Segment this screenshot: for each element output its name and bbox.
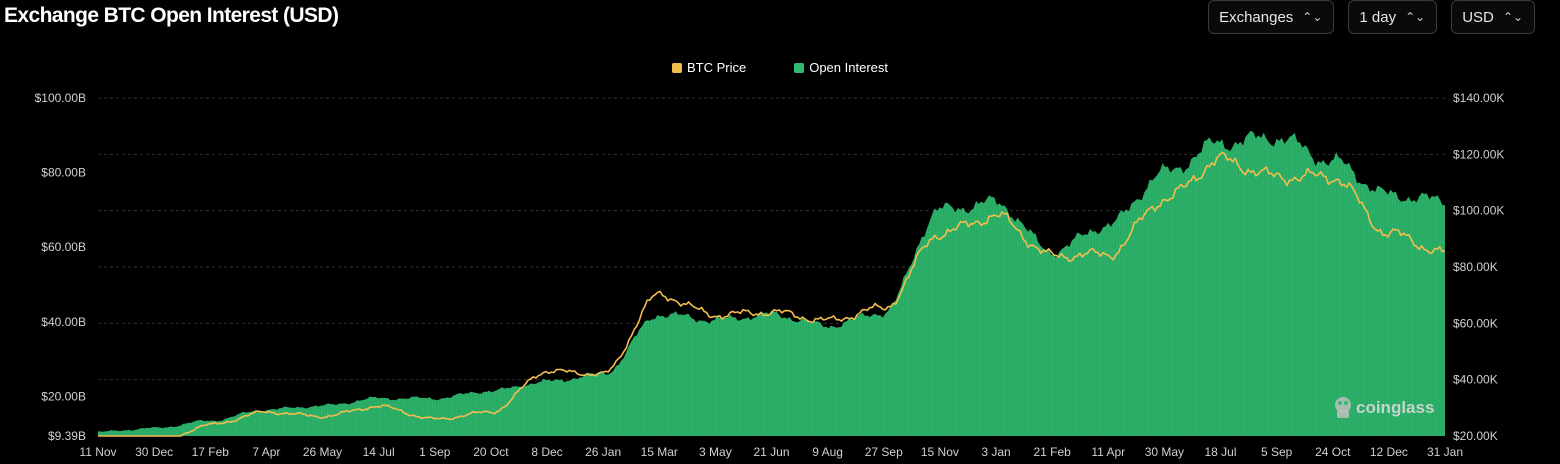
x-tick-label: 30 Dec <box>135 445 173 459</box>
chevron-updown-icon: ⌃⌄ <box>1302 10 1323 24</box>
y-left-tick-label: $60.00B <box>41 240 86 254</box>
x-tick-label: 24 Oct <box>1315 445 1351 459</box>
chevron-updown-icon: ⌃⌄ <box>1502 10 1523 24</box>
axis-layer: $20.00K $40.00K $60.00K $80.00K $100.00K $120… <box>35 91 1505 459</box>
x-tick-label: 14 Jul <box>363 445 395 459</box>
y-right-tick-label: $60.00K <box>1453 316 1498 330</box>
legend-swatch-oi <box>794 62 805 73</box>
x-tick-label: 21 Feb <box>1033 445 1071 459</box>
legend-label-price: BTC Price <box>686 60 747 75</box>
coinglass-watermark: coinglass <box>1335 397 1434 418</box>
x-tick-label: 11 Apr <box>1091 445 1125 459</box>
interval-select-label: 1 day <box>1359 8 1397 26</box>
legend-item-open-interest[interactable]: Open Interest <box>794 60 888 75</box>
y-left-tick-label: $9.39B <box>48 429 86 443</box>
y-right-tick-label: $20.00K <box>1453 429 1498 443</box>
y-right-tick-label: $100.00K <box>1453 204 1504 218</box>
currency-select[interactable]: USD ⌃⌄ <box>1451 0 1535 34</box>
x-tick-label: 8 Dec <box>531 445 562 459</box>
x-tick-label: 11 Nov <box>79 445 116 459</box>
btc-price-line <box>98 151 1446 437</box>
x-tick-label: 5 Sep <box>1261 445 1293 459</box>
x-tick-label: 3 Jan <box>981 445 1010 459</box>
x-tick-label: 17 Feb <box>192 445 230 459</box>
y-right-tick-label: $80.00K <box>1453 260 1498 274</box>
y-right-tick-label: $40.00K <box>1453 373 1498 387</box>
exchanges-select[interactable]: Exchanges ⌃⌄ <box>1208 0 1335 34</box>
x-tick-label: 30 May <box>1145 445 1184 459</box>
y-left-tick-label: $100.00B <box>35 91 86 105</box>
currency-select-label: USD <box>1462 8 1494 26</box>
x-tick-label: 9 Aug <box>812 445 843 459</box>
y-left-tick-label: $40.00B <box>41 315 86 329</box>
x-tick-label: 3 May <box>699 445 732 459</box>
x-tick-label: 26 May <box>303 445 342 459</box>
x-tick-label: 27 Sep <box>865 445 903 459</box>
exchanges-select-label: Exchanges <box>1219 8 1294 26</box>
chart-controls: Exchanges ⌃⌄ 1 day ⌃⌄ USD ⌃⌄ <box>1208 0 1535 34</box>
btc-price-line-layer <box>97 151 1446 446</box>
x-tick-label: 7 Apr <box>252 445 280 459</box>
x-tick-label: 26 Jan <box>585 445 621 459</box>
open-interest-area-layer <box>97 88 1446 437</box>
x-tick-label: 12 Dec <box>1370 445 1408 459</box>
y-right-tick-label: $140.00K <box>1453 91 1504 105</box>
y-left-tick-label: $20.00B <box>41 389 86 403</box>
x-tick-label: 15 Nov <box>921 445 959 459</box>
x-tick-label: 31 Jan <box>1427 445 1463 459</box>
legend-item-btc-price[interactable]: BTC Price <box>671 60 747 75</box>
chart-legend: BTC Price Open Interest <box>0 60 1560 75</box>
x-tick-label: 1 Sep <box>419 445 451 459</box>
y-right-tick-label: $120.00K <box>1453 147 1504 161</box>
chevron-updown-icon: ⌃⌄ <box>1405 10 1426 24</box>
x-tick-label: 18 Jul <box>1204 445 1236 459</box>
x-tick-label: 20 Oct <box>473 445 509 459</box>
coinglass-watermark-text: coinglass <box>1356 398 1434 417</box>
y-left-tick-label: $80.00B <box>41 166 86 180</box>
open-interest-area <box>98 130 1445 437</box>
interval-select[interactable]: 1 day ⌃⌄ <box>1348 0 1438 34</box>
x-tick-label: 15 Mar <box>641 445 678 459</box>
legend-label-oi: Open Interest <box>809 60 888 75</box>
coinglass-logo-icon <box>1335 397 1351 418</box>
legend-swatch-price <box>671 62 682 73</box>
x-tick-label: 21 Jun <box>753 445 789 459</box>
page-title: Exchange BTC Open Interest (USD) <box>4 4 339 27</box>
